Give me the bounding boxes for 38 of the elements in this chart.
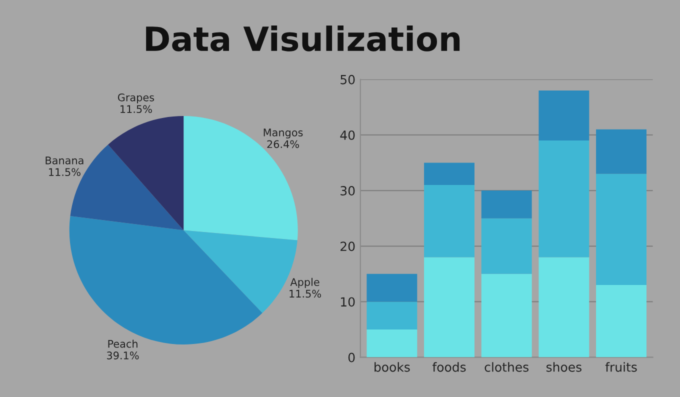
- data-label: 11.5%: [290, 290, 321, 298]
- bar: [366, 302, 418, 330]
- pie-slice: [108, 116, 184, 230]
- bar: [366, 274, 418, 302]
- slice-label: Banana: [46, 156, 84, 164]
- y-tick-label: 40: [340, 130, 355, 140]
- bar: [596, 129, 646, 174]
- bar: [538, 257, 590, 358]
- bar: [481, 190, 532, 218]
- slice-label: Grapes: [118, 93, 154, 104]
- chart-title: Data Visulization: [146, 26, 460, 52]
- y-tick-label: 0: [348, 352, 355, 362]
- data-label: 39.1%: [107, 352, 139, 360]
- x-tick-label: fruits: [605, 362, 637, 372]
- bar: [538, 140, 590, 258]
- bar: [596, 174, 646, 286]
- x-tick-label: foods: [432, 362, 466, 372]
- y-tick-label: 10: [341, 297, 355, 307]
- data-label: 11.5%: [120, 105, 152, 114]
- bar: [596, 285, 646, 358]
- x-tick-label: books: [374, 362, 410, 372]
- slice-label: Peach: [108, 340, 138, 348]
- y-tick-label: 30: [340, 186, 355, 196]
- bar: [481, 218, 532, 274]
- data-label: 26.4%: [267, 140, 299, 148]
- bar: [538, 90, 590, 141]
- slice-label: Apple: [290, 278, 320, 288]
- y-tick-label: 20: [340, 242, 355, 252]
- bar: [424, 257, 474, 358]
- x-tick-label: clothes: [484, 362, 528, 372]
- bar: [366, 330, 418, 358]
- slice-label: Mangos: [264, 128, 303, 138]
- y-tick-label: 50: [340, 74, 355, 84]
- x-tick-label: shoes: [546, 362, 582, 372]
- bar: [424, 185, 474, 258]
- data-label: 11.5%: [49, 168, 80, 176]
- bar: [424, 162, 474, 185]
- bar: [481, 274, 532, 358]
